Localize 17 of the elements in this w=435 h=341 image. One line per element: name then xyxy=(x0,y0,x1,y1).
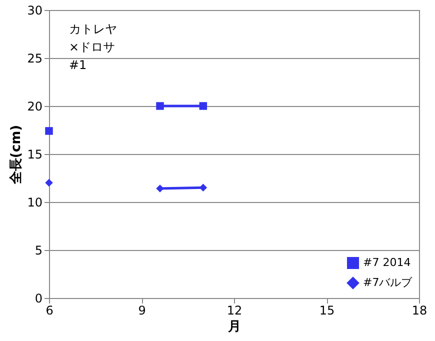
y-tick-label: 0 xyxy=(34,292,42,306)
y-tick-label: 25 xyxy=(27,52,42,66)
y-axis-title: 全長(cm) xyxy=(9,124,24,186)
y-tick-label: 5 xyxy=(34,244,42,258)
y-tick-label: 30 xyxy=(27,4,42,18)
annotation: カトレヤ ×ドロサ #1 xyxy=(69,22,117,72)
y-tick-label: 20 xyxy=(27,100,42,114)
x-tick-label: 15 xyxy=(319,304,335,318)
x-tick-label: 9 xyxy=(138,304,146,318)
y-tick-label: 10 xyxy=(27,196,42,210)
legend-label: #7バルブ xyxy=(363,276,414,289)
legend-label: #7 2014 xyxy=(363,256,411,269)
x-tick-label: 6 xyxy=(46,304,54,318)
x-axis-title: 月 xyxy=(227,320,241,334)
x-tick-label: 12 xyxy=(226,304,242,318)
x-tick-label: 18 xyxy=(412,304,428,318)
y-tick-label: 15 xyxy=(27,148,42,162)
